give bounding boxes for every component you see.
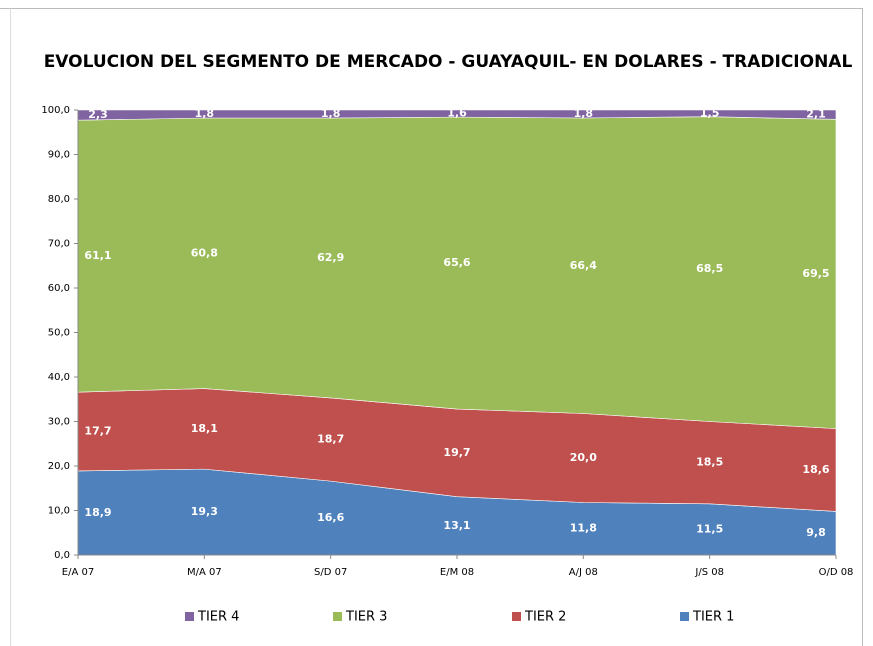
value-label: 1,5 [700,106,720,119]
value-label: 1,8 [321,107,341,120]
value-label: 2,1 [806,108,826,121]
legend-label: TIER 1 [692,610,734,625]
chart-title: EVOLUCION DEL SEGMENTO DE MERCADO - GUAY… [44,52,853,72]
x-tick-label: A/J 08 [569,567,598,578]
value-label: 66,4 [570,259,597,272]
x-tick-label: J/S 08 [694,567,724,578]
value-label: 19,3 [191,505,218,518]
value-label: 20,0 [570,451,597,464]
frame [0,8,863,646]
value-label: 1,8 [574,107,594,120]
value-label: 18,9 [84,506,111,519]
x-tick-label: S/D 07 [314,567,347,578]
value-label: 18,6 [802,463,829,476]
y-tick-label: 70,0 [48,239,70,250]
y-tick-label: 20,0 [48,461,70,472]
value-label: 62,9 [317,251,344,264]
y-tick-label: 40,0 [48,372,70,383]
value-label: 2,3 [88,108,108,121]
y-tick-label: 10,0 [48,506,70,517]
legend-label: TIER 3 [345,610,387,625]
y-tick-label: 80,0 [48,194,70,205]
value-label: 1,8 [195,107,215,120]
y-tick-label: 90,0 [48,150,70,161]
value-label: 17,7 [84,425,111,438]
y-tick-label: 60,0 [48,283,70,294]
value-label: 65,6 [443,256,470,269]
value-label: 13,1 [443,519,470,532]
value-label: 68,5 [696,262,723,275]
value-label: 18,5 [696,456,723,469]
x-tick-label: M/A 07 [187,567,222,578]
legend-swatch [333,612,342,621]
value-label: 11,8 [570,522,597,535]
value-label: 60,8 [191,246,218,259]
y-tick-label: 30,0 [48,417,70,428]
y-tick-label: 50,0 [48,328,70,339]
legend-swatch [680,612,689,621]
area [77,109,837,121]
x-tick-label: O/D 08 [819,567,854,578]
x-tick-label: E/A 07 [62,567,94,578]
value-label: 18,7 [317,433,344,446]
legend-swatch [185,612,194,621]
legend-label: TIER 2 [524,610,566,625]
y-tick-label: 0,0 [54,550,70,561]
value-label: 16,6 [317,511,344,524]
value-label: 69,5 [802,267,829,280]
value-label: 9,8 [806,526,826,539]
value-label: 1,6 [447,107,467,120]
value-label: 18,1 [191,422,218,435]
value-label: 11,5 [696,522,723,535]
value-label: 61,1 [84,249,111,262]
legend-label: TIER 4 [197,610,239,625]
x-tick-label: E/M 08 [440,567,474,578]
legend-swatch [512,612,521,621]
y-tick-label: 100,0 [41,105,70,116]
value-label: 19,7 [443,446,470,459]
